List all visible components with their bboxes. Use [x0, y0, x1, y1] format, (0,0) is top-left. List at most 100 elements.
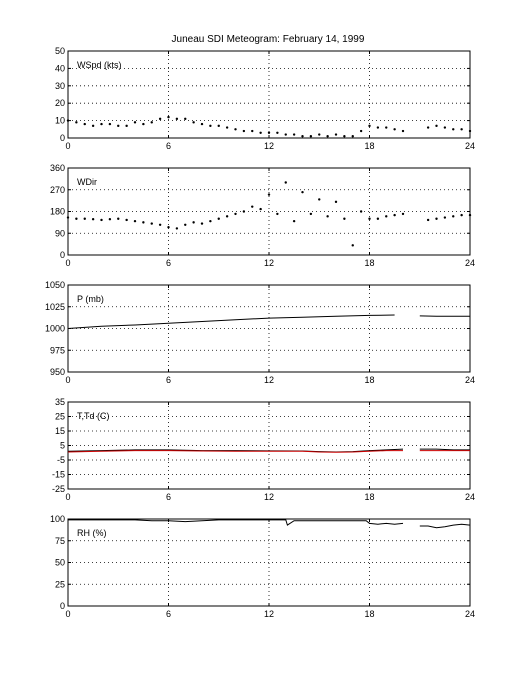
data-point [443, 216, 447, 219]
y-tick-label: 1025 [45, 302, 65, 312]
y-tick-label: 0 [60, 250, 65, 260]
y-tick-label: 20 [55, 98, 65, 108]
data-point [66, 216, 70, 219]
data-point [125, 218, 128, 222]
y-tick-label: 100 [50, 514, 65, 524]
data-point [158, 223, 162, 226]
data-point [309, 135, 313, 138]
data-point [343, 135, 346, 138]
x-tick-label: 12 [264, 141, 274, 151]
data-point [334, 133, 338, 136]
series-line [67, 314, 395, 329]
data-point [133, 219, 137, 223]
data-point [125, 124, 128, 128]
data-point [251, 205, 254, 208]
data-point [184, 117, 187, 121]
data-point [209, 124, 212, 128]
x-tick-label: 0 [65, 141, 70, 151]
data-point [91, 218, 95, 221]
data-point [368, 217, 371, 220]
panel-rh: 0 6 12 18 24 0 25 50 75 100 RH (%) [50, 514, 475, 619]
x-tick-label: 18 [364, 609, 374, 619]
data-point [175, 117, 179, 121]
panel-label: WSpd (kts) [77, 60, 122, 70]
data-point [276, 131, 279, 134]
data-point [267, 193, 271, 196]
data-point [259, 131, 262, 134]
y-tick-label: 180 [50, 207, 65, 217]
y-tick-label: 0 [60, 133, 65, 143]
x-tick-label: 6 [166, 375, 171, 385]
data-point [192, 221, 195, 224]
x-tick-label: 18 [364, 258, 374, 268]
series-rh-0 [68, 519, 471, 529]
data-point [443, 126, 447, 129]
data-point [351, 135, 354, 138]
panel-wspd: 0 6 12 18 24 0 10 20 30 40 50 WSpd (kts) [55, 46, 475, 151]
data-point [426, 126, 430, 129]
x-tick-label: 6 [166, 492, 171, 502]
data-point [284, 133, 287, 136]
data-point [251, 129, 254, 133]
series-pressure-0 [67, 314, 470, 329]
y-tick-label: -25 [52, 484, 65, 494]
x-tick-label: 6 [166, 609, 171, 619]
data-point [343, 217, 346, 220]
x-tick-label: 0 [65, 258, 70, 268]
panel-label: P (mb) [77, 294, 104, 304]
y-tick-label: 25 [55, 412, 65, 422]
data-point [242, 129, 246, 133]
x-tick-label: 24 [465, 375, 475, 385]
x-tick-label: 0 [65, 375, 70, 385]
data-point [234, 212, 237, 216]
data-point [368, 124, 371, 128]
data-point [301, 190, 304, 194]
panel-label: WDir [77, 177, 97, 187]
y-tick-label: 50 [55, 558, 65, 568]
series-line [419, 448, 470, 451]
data-point [150, 121, 153, 124]
data-point [401, 129, 405, 133]
data-point [108, 218, 112, 221]
y-tick-label: 40 [55, 63, 65, 73]
data-point [234, 128, 237, 131]
data-point [460, 128, 463, 131]
data-point [158, 117, 162, 121]
x-tick-label: 18 [364, 492, 374, 502]
y-tick-label: 15 [55, 426, 65, 436]
panel-wdir: 0 6 12 18 24 0 90 180 270 360 WDir [50, 163, 475, 268]
data-point [301, 135, 304, 138]
data-point [108, 122, 112, 126]
data-point [167, 226, 170, 229]
x-tick-label: 0 [65, 492, 70, 502]
data-point [326, 215, 329, 218]
series-line [67, 450, 403, 453]
data-point [326, 135, 329, 138]
data-point [452, 215, 455, 218]
y-tick-label: -15 [52, 470, 65, 480]
y-tick-label: 950 [50, 367, 65, 377]
data-point [385, 126, 388, 129]
x-tick-label: 24 [465, 609, 475, 619]
data-point [167, 115, 170, 119]
data-point [292, 133, 296, 136]
data-point [292, 219, 296, 223]
data-point [435, 124, 438, 128]
panel-label: RH (%) [77, 528, 107, 538]
x-tick-label: 6 [166, 141, 171, 151]
y-tick-label: 360 [50, 163, 65, 173]
data-point [225, 126, 229, 129]
y-tick-label: 1050 [45, 280, 65, 290]
data-point [200, 222, 204, 225]
data-point [359, 210, 363, 213]
x-tick-label: 12 [264, 258, 274, 268]
x-tick-label: 12 [264, 375, 274, 385]
series-wspd-0 [66, 115, 472, 138]
x-tick-label: 12 [264, 609, 274, 619]
x-tick-label: 12 [264, 492, 274, 502]
data-point [100, 218, 103, 222]
data-point [192, 121, 195, 124]
data-point [142, 221, 145, 224]
